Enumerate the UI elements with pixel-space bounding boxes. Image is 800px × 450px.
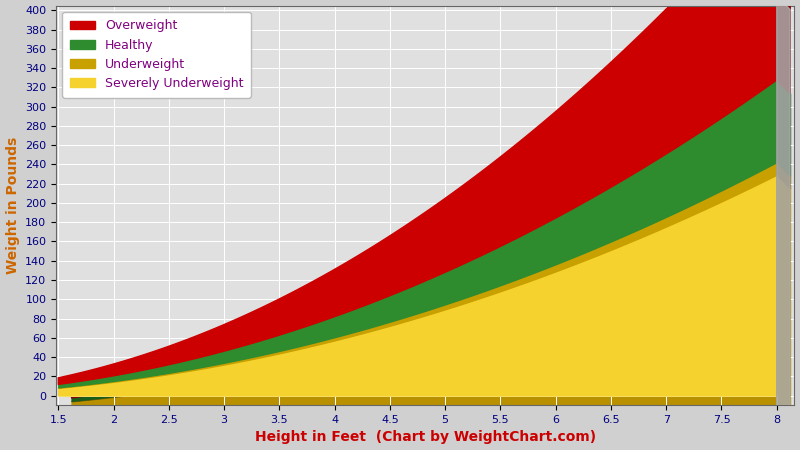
Polygon shape [777, 0, 790, 418]
Y-axis label: Weight in Pounds: Weight in Pounds [6, 137, 19, 274]
Legend: Overweight, Healthy, Underweight, Severely Underweight: Overweight, Healthy, Underweight, Severe… [62, 12, 251, 98]
Polygon shape [777, 80, 790, 176]
Polygon shape [777, 162, 790, 188]
X-axis label: Height in Feet  (Chart by WeightChart.com): Height in Feet (Chart by WeightChart.com… [254, 431, 596, 445]
Polygon shape [777, 0, 790, 94]
Polygon shape [777, 175, 790, 409]
